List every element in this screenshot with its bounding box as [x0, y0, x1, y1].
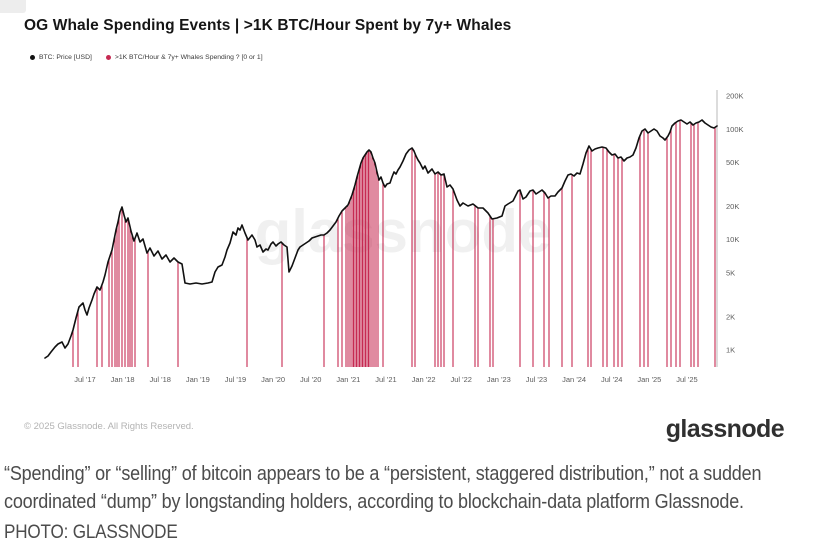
chart-legend: BTC: Price [USD] >1K BTC/Hour & 7y+ Whal… — [30, 54, 263, 61]
svg-text:Jul '25: Jul '25 — [676, 375, 697, 384]
glassnode-wordmark: glassnode — [665, 415, 785, 443]
chart-title: OG Whale Spending Events | >1K BTC/Hour … — [24, 17, 512, 34]
screenshot-corner-artifact — [0, 0, 26, 13]
copyright-text: © 2025 Glassnode. All Rights Reserved. — [24, 421, 194, 432]
svg-text:10K: 10K — [726, 235, 739, 244]
svg-text:200K: 200K — [726, 92, 744, 101]
svg-text:Jan '23: Jan '23 — [487, 375, 511, 384]
legend-label-btc-price: BTC: Price [USD] — [39, 54, 92, 61]
svg-text:Jan '20: Jan '20 — [261, 375, 285, 384]
legend-item-btc-price: BTC: Price [USD] — [30, 54, 92, 61]
svg-text:20K: 20K — [726, 202, 739, 211]
image-caption: “Spending” or “selling” of bitcoin appea… — [4, 460, 814, 544]
caption-line-2: coordinated “dump” by longstanding holde… — [4, 491, 744, 513]
chart-watermark: glassnode — [255, 198, 552, 265]
svg-text:Jan '19: Jan '19 — [186, 375, 210, 384]
x-axis-tick-labels: Jul '17 Jan '18 Jul '18 Jan '19 Jul '19 Jan '… — [74, 375, 697, 384]
svg-text:Jul '20: Jul '20 — [300, 375, 321, 384]
svg-text:Jan '24: Jan '24 — [562, 375, 586, 384]
event-lines-layer — [72, 120, 716, 367]
svg-text:Jan '22: Jan '22 — [412, 375, 436, 384]
svg-text:5K: 5K — [726, 268, 735, 277]
svg-text:Jul '17: Jul '17 — [74, 375, 95, 384]
legend-item-whale-spending: >1K BTC/Hour & 7y+ Whales Spending ? [0 … — [105, 54, 263, 61]
price-line-path — [44, 119, 718, 359]
svg-text:Jan '25: Jan '25 — [637, 375, 661, 384]
legend-dot-black-icon — [30, 55, 35, 60]
svg-text:Jul '19: Jul '19 — [225, 375, 246, 384]
svg-text:Jul '23: Jul '23 — [526, 375, 547, 384]
svg-text:Jul '22: Jul '22 — [451, 375, 472, 384]
svg-text:Jul '21: Jul '21 — [375, 375, 396, 384]
svg-text:Jan '21: Jan '21 — [336, 375, 360, 384]
svg-text:2K: 2K — [726, 312, 735, 321]
legend-dot-red-icon — [105, 55, 111, 60]
svg-text:Jan '18: Jan '18 — [111, 375, 135, 384]
svg-text:100K: 100K — [726, 125, 744, 134]
photo-credit: PHOTO: GLASSNODE — [4, 522, 178, 543]
svg-text:1K: 1K — [726, 346, 735, 355]
svg-text:50K: 50K — [726, 158, 739, 167]
svg-text:Jul '18: Jul '18 — [150, 375, 171, 384]
svg-text:Jul '24: Jul '24 — [601, 375, 622, 384]
caption-line-1: “Spending” or “selling” of bitcoin appea… — [4, 463, 762, 485]
legend-label-whale-spending: >1K BTC/Hour & 7y+ Whales Spending ? [0 … — [114, 54, 263, 61]
y-axis-tick-labels: 200K 100K 50K 20K 10K 5K 2K 1K — [726, 92, 744, 355]
